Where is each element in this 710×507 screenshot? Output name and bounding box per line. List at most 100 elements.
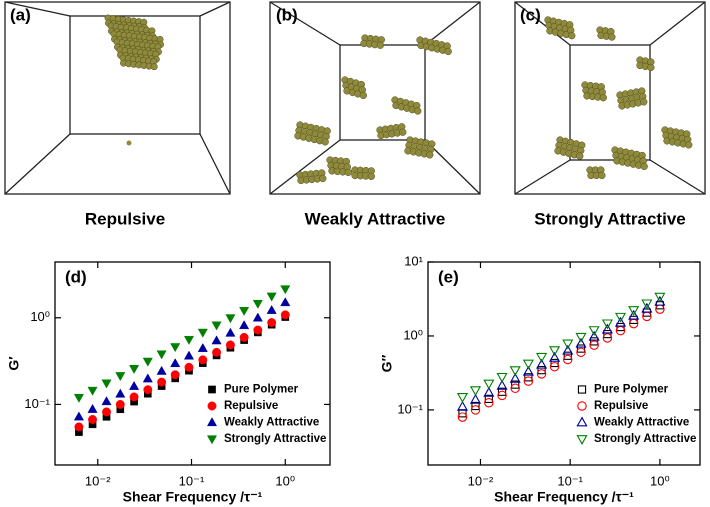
x-axis-title: Shear Frequency /τ⁻¹ (494, 489, 634, 505)
marker (267, 318, 277, 327)
marker (87, 403, 98, 413)
marker (563, 354, 573, 365)
marker (101, 396, 112, 406)
marker (211, 321, 222, 331)
marker (522, 365, 534, 376)
marker (157, 377, 167, 387)
marker (101, 379, 112, 389)
marker (589, 340, 599, 350)
particle (399, 128, 407, 136)
marker (510, 383, 520, 394)
plot-frame (54, 261, 331, 466)
marker (603, 329, 612, 339)
x-axis-title: Shear Frequency /τ⁻¹ (123, 489, 263, 505)
marker (73, 411, 84, 421)
marker (183, 335, 195, 345)
particle-clusters (104, 14, 693, 185)
marker (590, 337, 599, 346)
marker (280, 310, 290, 320)
marker (115, 399, 125, 409)
marker (156, 350, 167, 360)
y-tick-label: 10⁰ (30, 309, 50, 324)
marker (266, 292, 277, 302)
particle (344, 168, 352, 177)
particle (608, 33, 616, 41)
marker (142, 357, 153, 367)
marker (456, 400, 469, 411)
particle (321, 138, 329, 146)
marker (614, 312, 627, 323)
y-axis-title: G′ (6, 356, 22, 371)
panel-label: (e) (438, 267, 459, 286)
marker (129, 392, 139, 402)
particle (319, 174, 327, 183)
panel-label: (b) (276, 5, 298, 24)
marker (212, 347, 222, 357)
particle (598, 171, 606, 180)
particle (647, 63, 655, 72)
x-tick-label: 10⁻¹ (179, 473, 205, 488)
marker (537, 366, 546, 375)
marker (184, 362, 194, 372)
marker (197, 342, 208, 352)
y-tick-label: 10⁻¹ (397, 401, 423, 416)
particle (367, 172, 375, 180)
marker (549, 346, 561, 357)
legend-marker (577, 401, 587, 411)
marker (654, 295, 666, 306)
marker (469, 393, 482, 404)
legend-label: Repulsive (224, 400, 278, 412)
marker (266, 304, 277, 314)
legend-marker (577, 385, 587, 394)
marker (641, 302, 653, 313)
marker (601, 319, 613, 330)
marker (211, 335, 222, 345)
marker (252, 312, 263, 322)
marker (456, 392, 469, 403)
particle (359, 91, 367, 100)
y-tick-label: 10⁻¹ (24, 396, 50, 411)
box-outer (269, 1, 481, 195)
plot-frame (427, 261, 701, 466)
marker (280, 285, 291, 295)
marker (628, 309, 640, 320)
legend-label: Weakly Attractive (224, 417, 319, 429)
legend-label: Pure Polymer (594, 384, 669, 396)
marker (563, 351, 572, 360)
marker (509, 366, 521, 377)
marker (484, 394, 493, 404)
marker (575, 337, 587, 348)
marker (239, 332, 249, 342)
box-edges (269, 1, 481, 195)
particle (444, 47, 452, 56)
simulation-boxes (4, 1, 706, 195)
marker (614, 316, 627, 327)
marker (601, 323, 613, 334)
marker (483, 386, 495, 397)
marker (142, 373, 153, 383)
legend-label: Weakly Attractive (594, 417, 689, 429)
marker (575, 332, 587, 343)
marker (470, 405, 481, 415)
marker (522, 359, 534, 370)
marker (497, 390, 507, 401)
marker (170, 370, 180, 380)
box-outer (514, 1, 706, 195)
legend-marker (208, 385, 216, 394)
marker (170, 358, 181, 368)
panel-caption: Weakly Attractive (305, 209, 446, 228)
marker (88, 415, 97, 424)
marker (115, 372, 126, 382)
x-tick-label: 10⁻¹ (557, 473, 583, 488)
particle (414, 107, 422, 115)
marker (496, 379, 508, 390)
x-tick-label: 10⁰ (275, 473, 295, 488)
marker (536, 369, 547, 379)
panel-label: (d) (65, 267, 87, 286)
marker (524, 373, 533, 382)
particle (376, 41, 384, 49)
marker (588, 330, 600, 341)
marker (129, 380, 140, 390)
box-inner (69, 15, 201, 135)
particle (426, 151, 434, 159)
